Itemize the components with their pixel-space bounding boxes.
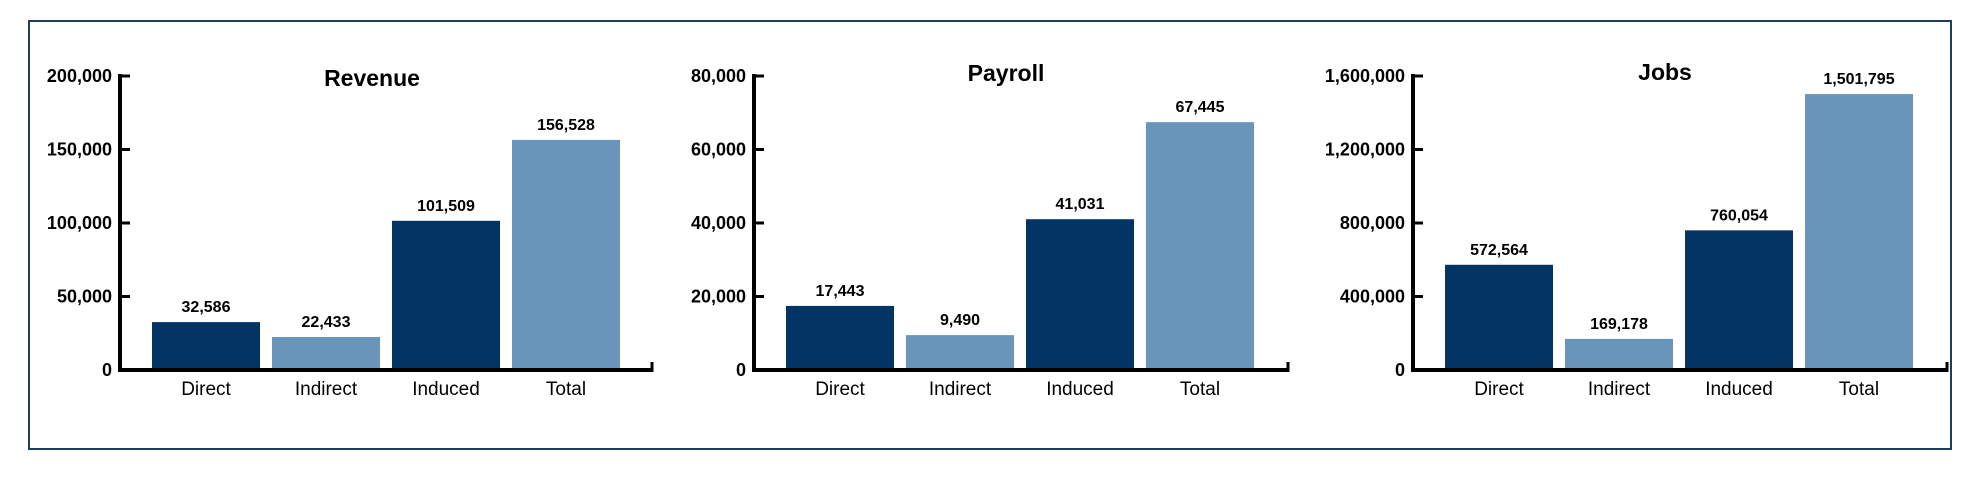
bar-induced: [392, 220, 500, 370]
data-label: 22,433: [302, 314, 351, 331]
bar-total: [512, 139, 620, 370]
data-label: 156,528: [537, 117, 595, 134]
bar-direct: [152, 322, 260, 370]
category-label: Indirect: [1588, 379, 1651, 400]
data-label: 572,564: [1470, 242, 1528, 259]
y-tick-label: 150,000: [47, 140, 112, 160]
data-label: 32,586: [182, 299, 231, 316]
category-label: Total: [1180, 379, 1220, 400]
bar-induced: [1026, 219, 1134, 370]
y-tick-label: 0: [102, 360, 112, 380]
data-label: 169,178: [1590, 316, 1648, 333]
bar-indirect: [272, 337, 380, 370]
data-label: 9,490: [940, 312, 980, 329]
category-label: Indirect: [295, 379, 358, 400]
y-tick-label: 1,200,000: [1325, 140, 1405, 160]
chart-frame: [28, 20, 1952, 450]
data-label: 760,054: [1710, 207, 1768, 224]
y-tick-label: 200,000: [47, 66, 112, 86]
y-tick-label: 0: [1395, 360, 1405, 380]
bar-total: [1805, 94, 1913, 370]
chart-title: Jobs: [1638, 59, 1692, 85]
category-label: Direct: [181, 379, 231, 400]
y-tick-label: 1,600,000: [1325, 66, 1405, 86]
data-label: 1,501,795: [1823, 71, 1894, 88]
bar-indirect: [1565, 338, 1673, 370]
bar-induced: [1685, 230, 1793, 370]
y-tick-label: 50,000: [57, 287, 112, 307]
category-label: Direct: [1474, 379, 1524, 400]
chart-title: Revenue: [324, 65, 420, 91]
data-label: 41,031: [1056, 196, 1105, 213]
category-label: Induced: [1705, 379, 1773, 400]
chart-title: Payroll: [968, 60, 1045, 86]
y-tick-label: 0: [736, 360, 746, 380]
category-label: Indirect: [929, 379, 992, 400]
y-tick-label: 100,000: [47, 213, 112, 233]
data-label: 17,443: [816, 283, 865, 300]
category-label: Total: [546, 379, 586, 400]
y-tick-label: 20,000: [691, 287, 746, 307]
y-tick-label: 80,000: [691, 66, 746, 86]
y-tick-label: 800,000: [1340, 213, 1405, 233]
category-label: Induced: [412, 379, 480, 400]
data-label: 67,445: [1176, 99, 1225, 116]
bar-direct: [786, 305, 894, 370]
y-tick-label: 60,000: [691, 140, 746, 160]
category-label: Direct: [815, 379, 865, 400]
bar-total: [1146, 122, 1254, 371]
category-label: Total: [1839, 379, 1879, 400]
bar-indirect: [906, 335, 1014, 370]
y-tick-label: 40,000: [691, 213, 746, 233]
category-label: Induced: [1046, 379, 1114, 400]
data-label: 101,509: [417, 198, 475, 215]
bar-direct: [1445, 264, 1553, 370]
y-tick-label: 400,000: [1340, 287, 1405, 307]
